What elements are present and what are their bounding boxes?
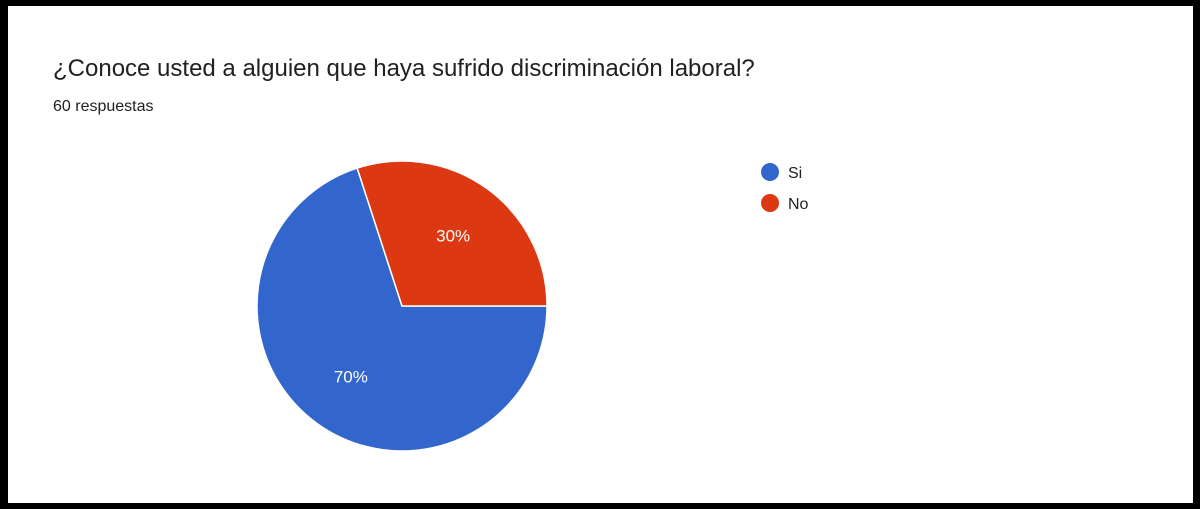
response-count: 60 respuestas [53,98,154,115]
legend-label-si[interactable]: Si [788,165,802,182]
chart-card: ¿Conoce usted a alguien que haya sufrido… [8,6,1193,503]
slice-label-no: 30% [436,227,470,246]
legend-label-no[interactable]: No [788,196,809,213]
chart-title: ¿Conoce usted a alguien que haya sufrido… [53,55,755,82]
legend-marker-no [761,194,779,212]
slice-label-si: 70% [334,367,368,386]
pie-slice-si[interactable] [256,167,548,452]
pie-slice-no[interactable] [356,160,548,307]
legend-marker-si [761,163,779,181]
pie-chart: 70% 30% Si No [256,160,809,452]
